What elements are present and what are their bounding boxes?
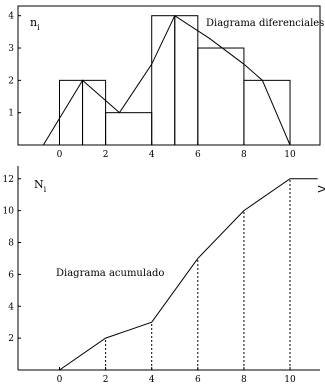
cumulative-title: Diagrama acumulado <box>56 268 164 279</box>
cumulative-polyline <box>59 178 318 371</box>
histogram-bar-2 <box>105 112 153 146</box>
histogram-bar-5 <box>197 47 245 146</box>
differential-x-tick-1: 2 <box>103 150 109 160</box>
differential-x-tick-0: 0 <box>57 150 63 160</box>
differential-y-ticks: 1 2 3 4 <box>8 12 21 119</box>
differential-x-ticks: 0 2 4 6 8 10 <box>57 142 296 160</box>
cumulative-y-tick-2: 6 <box>8 270 14 280</box>
cumulative-y-tick-5: 12 <box>3 175 14 185</box>
differential-y-tick-2: 3 <box>8 44 14 54</box>
differential-ylabel: ni <box>30 16 40 32</box>
histogram-bar-3 <box>151 15 176 146</box>
differential-y-tick-1: 2 <box>8 76 14 86</box>
differential-x-tick-2: 4 <box>149 150 155 160</box>
cumulative-y-ticks: 2 4 6 8 10 12 <box>3 175 21 344</box>
cumulative-y-tick-1: 4 <box>8 302 14 312</box>
differential-x-tick-4: 8 <box>241 150 247 160</box>
cumulative-x-ticks: 0 2 4 6 8 10 <box>57 367 296 385</box>
frequency-polygon <box>42 14 291 146</box>
cumulative-y-tick-4: 10 <box>3 207 15 217</box>
cumulative-chart: Ni Diagrama acumulado 0 2 4 6 8 10 2 4 6 8 10 12 <box>3 166 325 385</box>
cumulative-ylabel: Ni <box>34 178 47 194</box>
cumulative-x-tick-4: 8 <box>241 375 247 385</box>
histogram-bins <box>58 15 291 146</box>
histogram-bar-6 <box>243 79 291 146</box>
differential-title: Diagrama diferenciales <box>206 18 324 29</box>
differential-x-tick-3: 6 <box>195 150 201 160</box>
cumulative-y-tick-0: 2 <box>8 334 14 344</box>
cumulative-arrow-head <box>317 185 325 193</box>
differential-y-tick-3: 4 <box>8 12 14 22</box>
dashed-guides <box>105 178 291 370</box>
cumulative-x-tick-3: 6 <box>195 375 201 385</box>
cumulative-x-tick-1: 2 <box>103 375 109 385</box>
cumulative-x-tick-0: 0 <box>57 375 63 385</box>
differential-y-tick-0: 1 <box>8 109 14 119</box>
cumulative-x-tick-2: 4 <box>149 375 155 385</box>
cumulative-x-tick-5: 10 <box>284 375 296 385</box>
histogram-bar-4 <box>174 15 199 146</box>
cumulative-y-tick-3: 8 <box>8 239 14 249</box>
differential-x-tick-5: 10 <box>284 150 296 160</box>
